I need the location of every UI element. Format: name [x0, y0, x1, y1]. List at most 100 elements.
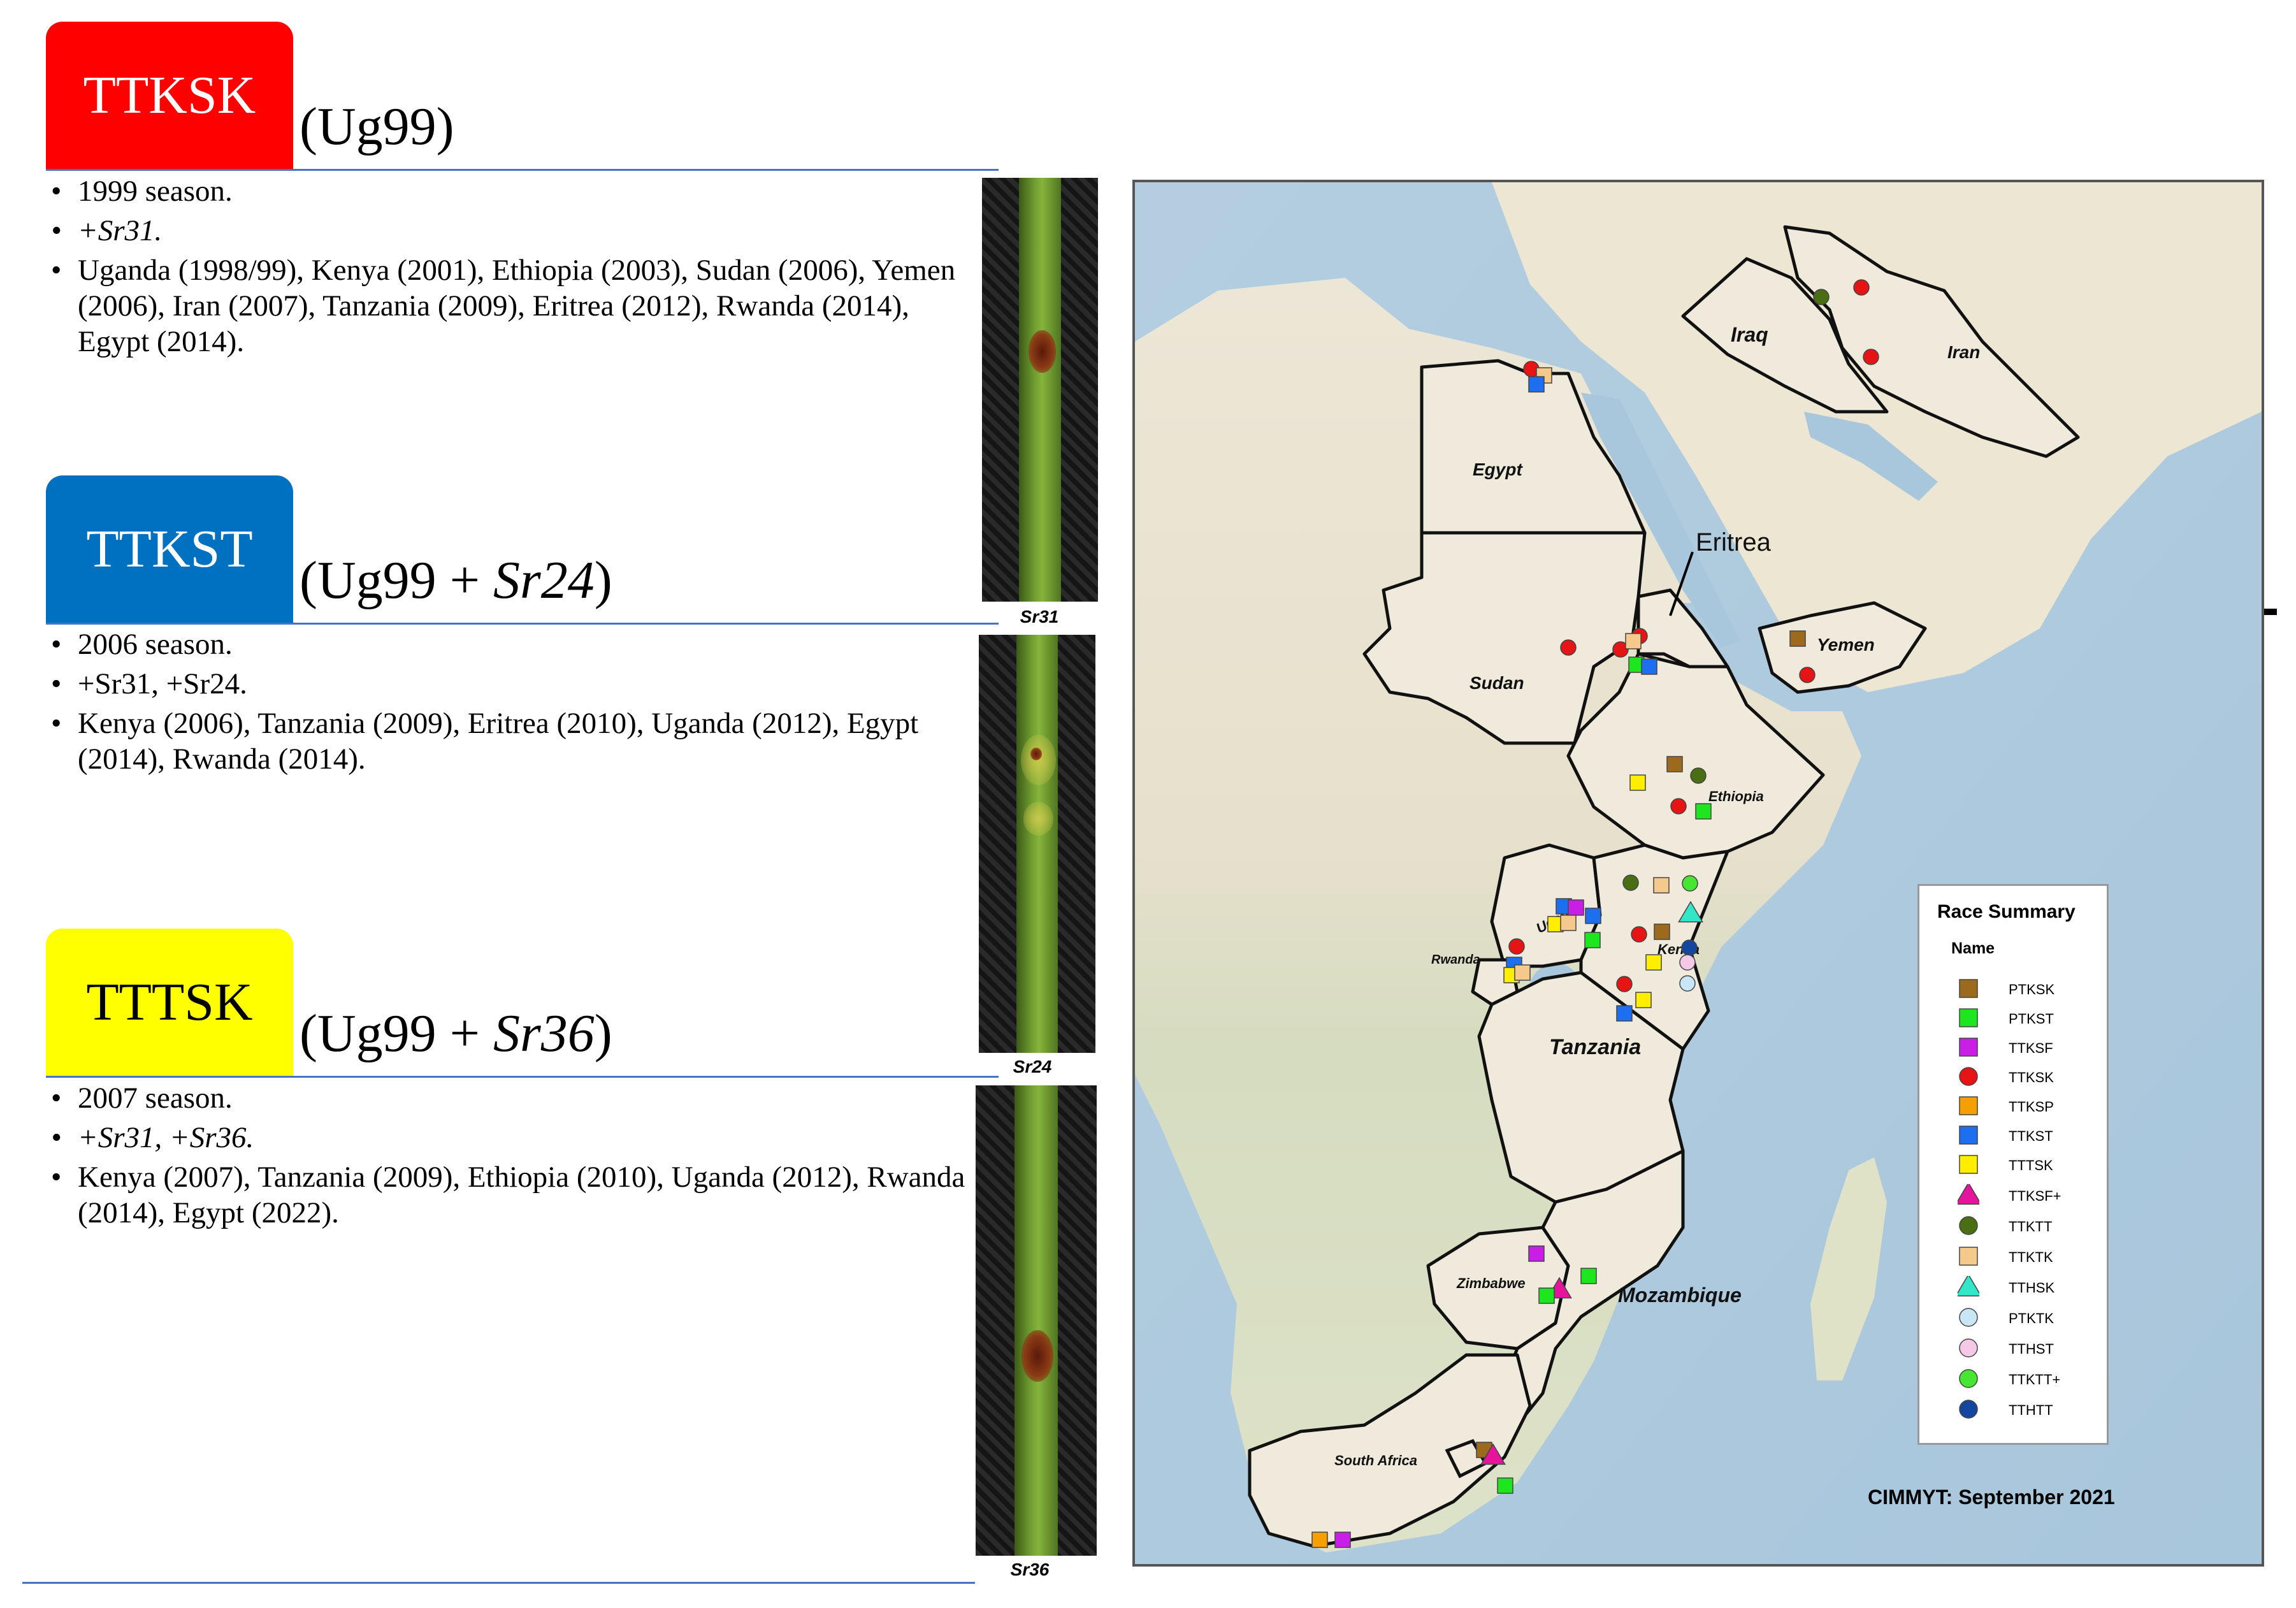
race-marker-ptktk — [1679, 975, 1696, 992]
legend-label: TTKST — [2009, 1128, 2053, 1144]
race-subtitle: (Ug99 + Sr24) — [300, 549, 612, 611]
border-yemen — [1758, 601, 1927, 694]
legend-label: TTKSP — [2009, 1099, 2054, 1115]
legend-triangle-symbol — [1958, 1184, 1979, 1205]
race-marker-ptksk — [1654, 924, 1670, 940]
race-marker-ttksk — [1853, 279, 1870, 296]
race-marker-ptkst — [1580, 1268, 1597, 1284]
race-marker-ptksk — [1666, 756, 1683, 772]
leaf-photo-sr31 — [982, 178, 1098, 602]
subtitle-suffix: ) — [436, 97, 454, 156]
race-distribution-map: Iraq Iran Egypt Eritrea Yemen Sudan Ethi… — [1132, 180, 2264, 1567]
legend-item: PTKTK — [1958, 1304, 2104, 1329]
legend-item: PTKSK — [1958, 975, 2104, 1001]
legend-symbol — [1959, 1247, 1978, 1266]
race-title: TTKST — [86, 519, 253, 579]
eritrea-pointer-line — [1669, 551, 1694, 616]
legend-symbol — [1959, 1338, 1978, 1358]
race-marker-ptksk — [1789, 630, 1806, 647]
legend-label: TTKSF+ — [2009, 1188, 2061, 1204]
legend-symbol — [1959, 1155, 1978, 1174]
race-marker-tthsk — [1678, 901, 1703, 923]
country-label-tanzania: Tanzania — [1549, 1035, 1641, 1059]
race-marker-ttksp — [1311, 1532, 1328, 1548]
race-marker-ttksf — [1334, 1532, 1351, 1548]
section-divider — [46, 1076, 999, 1078]
race-summary-legend: Race Summary Name PTKSK PTKST TTKSF TTKSK TT… — [1917, 884, 2109, 1445]
race-subtitle: (Ug99 + Sr36) — [300, 1003, 612, 1064]
country-label-eritrea: Eritrea — [1696, 528, 1772, 556]
legend-label: TTKTT+ — [2009, 1372, 2061, 1387]
race-marker-ttktk — [1514, 964, 1531, 981]
legend-item: TTKTT+ — [1958, 1365, 2104, 1391]
legend-symbol — [1959, 1096, 1978, 1115]
legend-circle-symbol — [1959, 1067, 1978, 1086]
subtitle-gene: Sr36 — [493, 1004, 595, 1063]
leaf-photo-sr24 — [979, 635, 1095, 1053]
race-marker-ptkst — [1695, 803, 1712, 820]
legend-symbol — [1959, 1400, 1978, 1419]
map-canvas: Iraq Iran Egypt Eritrea Yemen Sudan Ethi… — [1135, 182, 2262, 1564]
subtitle-prefix: (Ug99 + — [300, 1004, 494, 1063]
leaf-caption: Sr36 — [1010, 1560, 1050, 1579]
race-marker-layer — [1311, 279, 1879, 1548]
country-label-south-africa: South Africa — [1334, 1452, 1417, 1468]
legend-circle-symbol — [1959, 1308, 1978, 1327]
leaf-caption: Sr31 — [1020, 607, 1059, 627]
legend-label: PTKSK — [2009, 981, 2055, 997]
subtitle-gene: Sr24 — [493, 551, 595, 610]
legend-label: TTKSF — [2009, 1040, 2053, 1056]
legend-label: PTKST — [2009, 1011, 2054, 1027]
legend-label: TTKSK — [2009, 1069, 2054, 1085]
legend-item: TTKSF — [1958, 1034, 2104, 1059]
legend-label: TTHTT — [2009, 1402, 2053, 1418]
country-label-iraq: Iraq — [1731, 323, 1768, 346]
race-title: TTTSK — [86, 973, 253, 1032]
subtitle-suffix: ) — [594, 1004, 612, 1063]
race-marker-ttktt-plus — [1682, 875, 1698, 892]
legend-item: TTKSP — [1958, 1092, 2104, 1118]
race-title-box: TTKSK — [46, 22, 293, 169]
bullet-list: 2006 season. +Sr31, +Sr24. Kenya (2006),… — [46, 627, 976, 781]
legend-symbol — [1959, 979, 1978, 998]
legend-item: TTKSF+ — [1958, 1182, 2104, 1207]
country-label-mozambique: Mozambique — [1618, 1284, 1742, 1307]
legend-item: TTHSK — [1958, 1273, 2104, 1299]
legend-symbol — [1959, 1126, 1978, 1145]
legend-triangle-symbol — [1958, 1276, 1979, 1297]
race-marker-ttkst — [1585, 908, 1601, 924]
race-marker-ttktt — [1622, 874, 1639, 891]
bullet-item: +Sr31, +Sr36. — [46, 1120, 976, 1155]
race-title: TTKSK — [83, 66, 256, 125]
bullet-item: +Sr31. — [46, 213, 976, 249]
legend-circle-symbol — [1959, 1338, 1978, 1358]
legend-label: TTKTT — [2009, 1219, 2053, 1235]
legend-square-symbol — [1959, 1038, 1978, 1057]
map-credit: CIMMYT: September 2021 — [1868, 1486, 2115, 1509]
legend-item: TTKTK — [1958, 1243, 2104, 1268]
bullet-item: Kenya (2006), Tanzania (2009), Eritrea (… — [46, 706, 976, 777]
section-divider — [46, 623, 999, 625]
legend-square-symbol — [1959, 1155, 1978, 1174]
race-marker-ttksk — [1560, 639, 1577, 656]
subtitle-prefix: (Ug99 + — [300, 551, 494, 610]
race-marker-ttksk — [1631, 926, 1647, 943]
race-marker-ttktk — [1560, 915, 1577, 931]
legend-name-header: Name — [1951, 939, 1995, 957]
legend-square-symbol — [1959, 1008, 1978, 1027]
race-marker-tttsk — [1645, 954, 1662, 971]
race-marker-ttksk — [1670, 798, 1687, 815]
country-label-sudan: Sudan — [1469, 673, 1524, 693]
legend-label: PTKTK — [2009, 1310, 2054, 1326]
race-marker-ttksk — [1612, 641, 1629, 658]
race-marker-tthst — [1679, 954, 1696, 971]
bullet-item: 1999 season. — [46, 173, 976, 209]
legend-label: TTHST — [2009, 1341, 2054, 1357]
race-marker-ttksf — [1528, 1245, 1545, 1262]
land-madagascar — [1810, 1157, 1887, 1380]
race-marker-ttksf — [1568, 899, 1584, 916]
race-marker-ptkst — [1584, 932, 1601, 948]
legend-label: TTKTK — [2009, 1249, 2053, 1265]
race-marker-ptkst — [1538, 1287, 1555, 1304]
legend-item: TTKSK — [1958, 1063, 2104, 1089]
